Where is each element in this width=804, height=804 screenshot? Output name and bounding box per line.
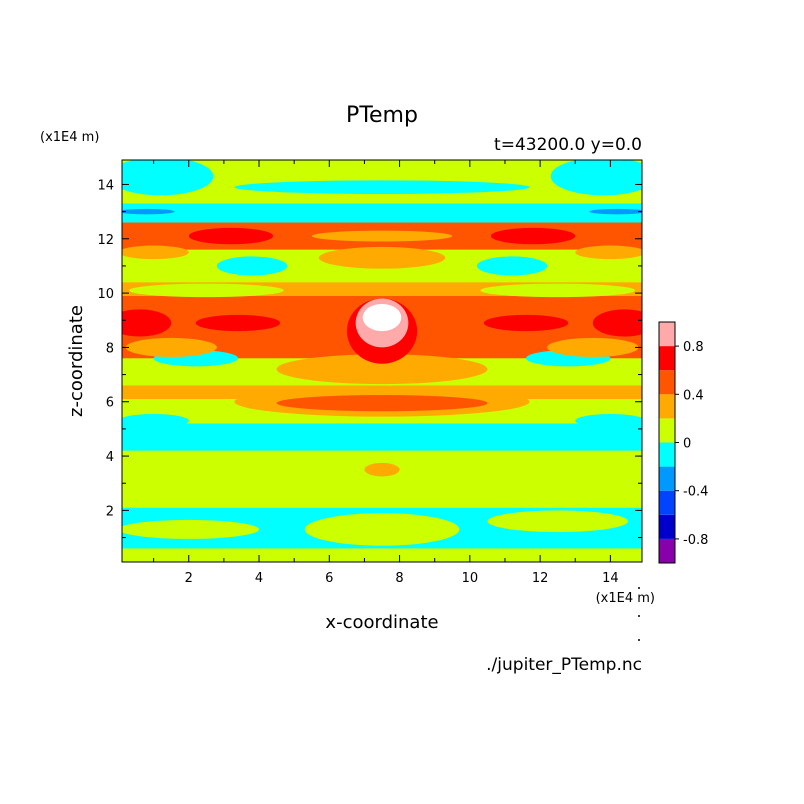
- colorbar-swatch-5: [659, 418, 675, 443]
- x-tick-label-2: 2: [185, 571, 193, 586]
- x-tick-label-8: 8: [395, 571, 403, 586]
- contour-patch-33: [550, 160, 642, 196]
- corner-marks: [638, 587, 640, 641]
- x-axis-label: x-coordinate: [325, 612, 438, 633]
- contour-patch-11: [125, 337, 217, 357]
- x-axis: 2 4 6 8 10 12 14: [153, 160, 619, 586]
- y-tick-label-2: 2: [106, 504, 114, 519]
- contour-patch-16: [483, 314, 569, 332]
- x-tick-label-4: 4: [255, 571, 263, 586]
- contour-patches: [122, 160, 642, 546]
- contour-patch-26: [318, 246, 446, 269]
- x-tick-label-14: 14: [602, 571, 619, 586]
- source-filename: ./jupiter_PTemp.nc: [486, 655, 642, 675]
- colorbar-swatch-6: [659, 394, 675, 419]
- colorbar-swatch-0: [659, 538, 675, 563]
- contour-patch-14: [592, 309, 642, 337]
- x-unit-label: (x1E4 m): [596, 591, 655, 606]
- contour-patch-25: [575, 245, 642, 260]
- chart-subtitle: t=43200.0 y=0.0: [494, 135, 642, 155]
- y-unit-label: (x1E4 m): [40, 130, 99, 145]
- colorbar-swatch-3: [659, 466, 675, 491]
- colorbar-label-2: 0: [683, 437, 691, 452]
- contour-patch-34: [234, 180, 530, 194]
- contour-band-3: [122, 423, 642, 451]
- colorbar-swatch-2: [659, 490, 675, 515]
- plot-area: [122, 160, 642, 562]
- colorbar-swatch-4: [659, 442, 675, 467]
- contour-patch-31: [589, 208, 642, 215]
- y-tick-label-8: 8: [106, 341, 114, 356]
- y-axis: 2 4 6 8 10 12 14: [97, 178, 642, 539]
- contour-patch-23: [476, 256, 548, 276]
- contour-patch-27: [188, 227, 274, 245]
- x-tick-label-10: 10: [462, 571, 479, 586]
- corner-dot-3: [638, 639, 640, 641]
- plot-frame: [121, 159, 643, 563]
- contour-patch-0: [122, 519, 260, 539]
- contour-patch-32: [122, 160, 214, 196]
- contour-patch-3: [364, 462, 400, 477]
- colorbar-swatch-9: [659, 322, 675, 347]
- x-tick-label-12: 12: [532, 571, 549, 586]
- colorbar-label-0: 0.8: [683, 340, 704, 355]
- contour-patch-19: [362, 303, 402, 332]
- contour-patch-1: [487, 510, 628, 533]
- corner-dot-1: [638, 587, 640, 589]
- contour-patch-20: [129, 283, 284, 298]
- contour-patch-7: [276, 394, 488, 412]
- contour-patch-30: [122, 208, 175, 215]
- y-tick-label-4: 4: [106, 450, 114, 465]
- colorbar-swatch-7: [659, 370, 675, 395]
- contour-patch-28: [490, 227, 576, 245]
- contour-patch-4: [122, 413, 189, 428]
- contour-patch-13: [122, 309, 172, 337]
- y-tick-label-10: 10: [97, 287, 114, 302]
- contour-band-11: [122, 203, 642, 223]
- contour-patch-21: [480, 283, 635, 298]
- colorbar-label-4: -0.8: [683, 533, 708, 548]
- y-axis-label: z-coordinate: [66, 305, 87, 417]
- contour-patch-5: [575, 413, 642, 428]
- chart-title: PTemp: [346, 103, 418, 128]
- contour-patch-29: [311, 230, 453, 242]
- contour-patch-24: [122, 245, 189, 260]
- y-tick-label-14: 14: [97, 178, 114, 193]
- contour-patch-15: [195, 314, 281, 332]
- contour-patch-2: [304, 513, 460, 546]
- contour-patch-22: [216, 256, 288, 276]
- colorbar: 0.8 0.4 0 -0.4 -0.8: [658, 321, 708, 564]
- x-tick-label-6: 6: [325, 571, 333, 586]
- colorbar-swatch-8: [659, 346, 675, 371]
- contour-band-2: [122, 450, 642, 508]
- y-tick-label-6: 6: [106, 396, 114, 411]
- contour-patch-12: [547, 337, 639, 357]
- corner-dot-2: [638, 615, 640, 617]
- colorbar-label-3: -0.4: [683, 485, 708, 500]
- contour-patch-10: [276, 354, 488, 385]
- y-tick-label-12: 12: [97, 233, 114, 248]
- contour-band-0: [122, 548, 642, 562]
- colorbar-label-1: 0.4: [683, 388, 704, 403]
- colorbar-swatch-1: [659, 514, 675, 539]
